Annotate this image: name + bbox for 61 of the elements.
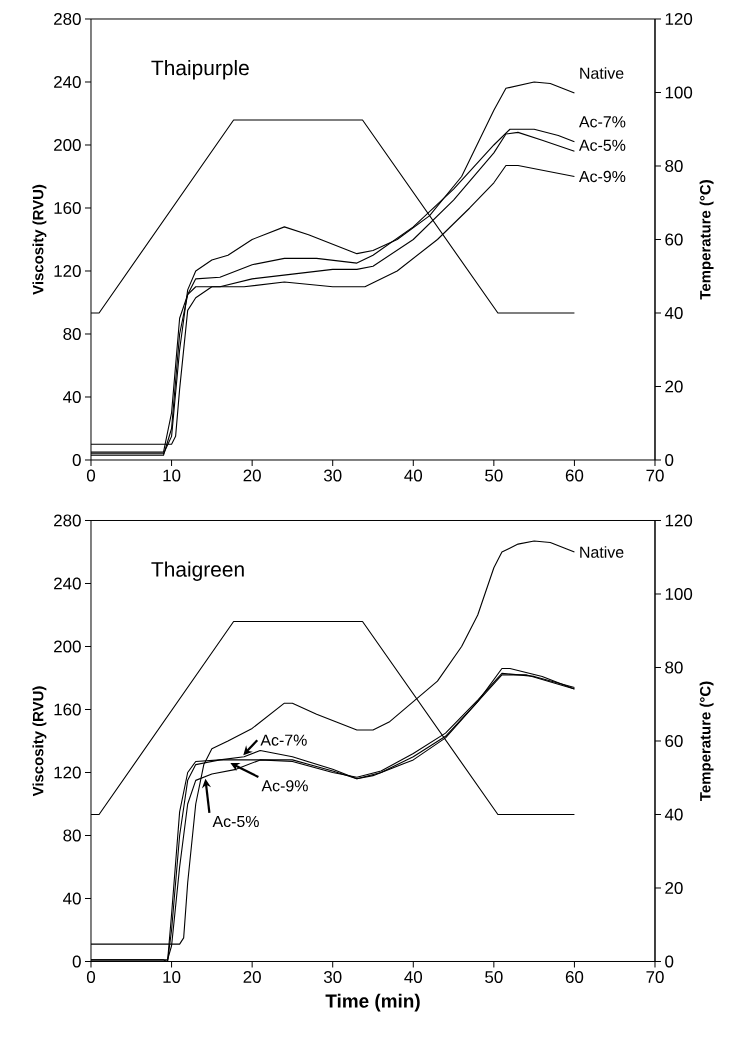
series-label: Native: [580, 546, 624, 558]
x-tick-label: 0: [86, 971, 96, 984]
x-tick-label: 70: [646, 469, 664, 482]
y-tick-label: 0: [72, 453, 81, 466]
series-label: Ac-9%: [578, 170, 626, 183]
x-tick-label: 50: [485, 971, 503, 984]
x-tick-label: 30: [323, 971, 342, 984]
x-tick-label: 60: [565, 469, 584, 482]
y2-tick-label: 0: [665, 955, 674, 968]
y2-tick-label: 120: [665, 514, 693, 527]
y-tick-label: 200: [54, 138, 81, 151]
x-tick-label: 70: [646, 971, 664, 984]
y-tick-label: 280: [54, 514, 81, 527]
y2-tick-label: 100: [665, 86, 693, 99]
series-label: Native: [580, 67, 624, 79]
x-tick-label: 20: [243, 971, 261, 984]
x-tick-label: 50: [485, 469, 503, 482]
series-label: Ac-7%: [578, 116, 626, 128]
y-tick-label: 120: [54, 766, 81, 779]
y-tick-label: 0: [72, 955, 81, 968]
x-tick-label: 20: [243, 469, 261, 482]
x-tick-label: 40: [404, 469, 423, 482]
y2-tick-label: 40: [664, 306, 683, 319]
x-tick-label: 60: [565, 971, 584, 984]
y2-tick-label: 120: [665, 12, 693, 25]
y-tick-label: 240: [54, 577, 81, 590]
y-tick-label: 280: [54, 12, 81, 25]
y2-axis-title: Temperature (°C): [699, 180, 714, 300]
annotation: Ac-5%: [212, 815, 259, 828]
y2-tick-label: 20: [665, 881, 683, 894]
x-tick-label: 30: [323, 469, 342, 482]
text: Thaipurple: [151, 59, 249, 80]
y2-tick-label: 60: [665, 734, 683, 747]
y-tick-label: 200: [54, 640, 81, 653]
y2-tick-label: 20: [665, 380, 683, 393]
y2-tick-label: 100: [665, 587, 693, 600]
y2-tick-label: 0: [665, 453, 674, 466]
y-tick-label: 40: [63, 390, 81, 403]
x-axis-title: Time (min): [325, 993, 420, 1012]
y-axis-title: Viscosity (RVU): [32, 686, 47, 797]
x-tick-label: 0: [86, 469, 96, 482]
x-tick-label: 10: [163, 469, 181, 482]
x-tick-label: 40: [404, 971, 423, 984]
y2-tick-label: 80: [665, 159, 683, 172]
text: Thaigreen: [151, 561, 244, 581]
series-label: Ac-5%: [578, 139, 626, 151]
y-tick-label: 160: [54, 703, 81, 716]
y-tick-label: 240: [54, 75, 81, 88]
y-tick-label: 80: [63, 327, 81, 340]
y-tick-label: 80: [63, 829, 81, 842]
y-tick-label: 160: [54, 201, 81, 214]
x-tick-label: 10: [163, 971, 181, 984]
y2-tick-label: 40: [664, 808, 683, 821]
y-tick-label: 40: [63, 892, 81, 905]
y-axis-title: Viscosity (RVU): [32, 184, 47, 295]
annotation: Ac-7%: [260, 734, 307, 746]
y-tick-label: 120: [54, 264, 81, 277]
y2-tick-label: 80: [665, 661, 683, 674]
y2-tick-label: 60: [665, 233, 683, 246]
y2-axis-title: Temperature (°C): [699, 681, 714, 801]
annotation: Ac-9%: [261, 780, 308, 792]
